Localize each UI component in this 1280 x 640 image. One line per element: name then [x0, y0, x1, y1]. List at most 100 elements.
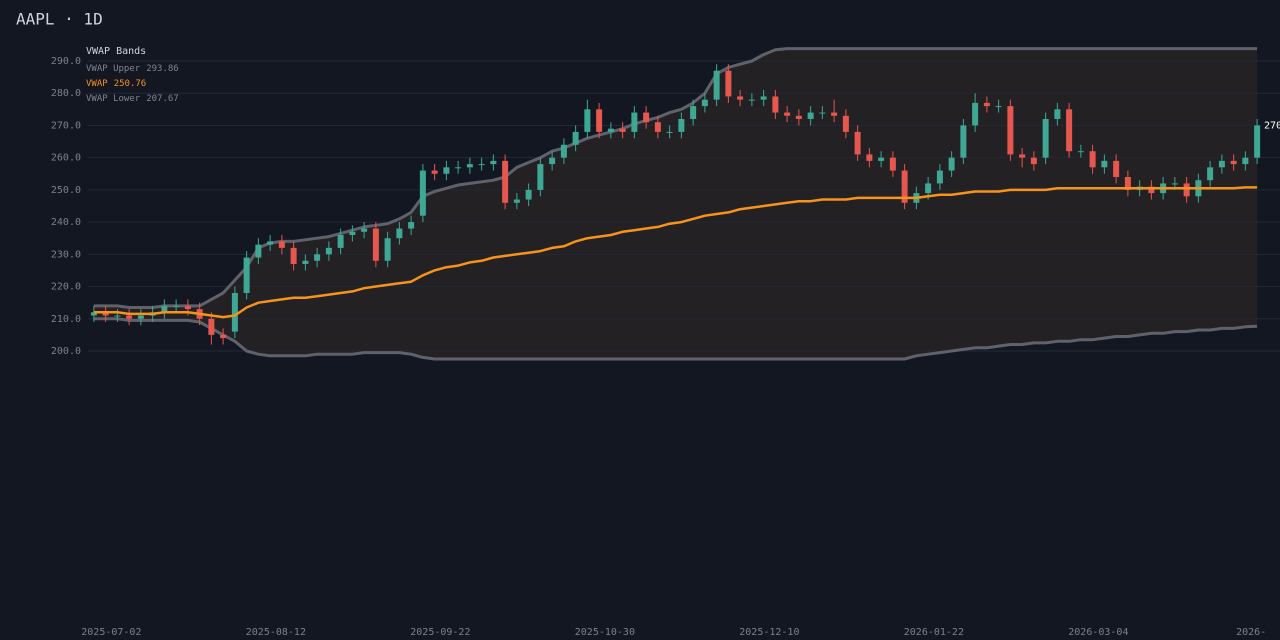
candle-body: [255, 244, 262, 258]
candle-body: [502, 160, 509, 203]
candle-body: [1124, 176, 1131, 190]
line-series: [93, 186, 1258, 319]
x-tick-label: 2026-03-04: [1068, 627, 1128, 638]
x-tick-label: 2025-12-10: [739, 627, 799, 638]
candle-body: [878, 157, 885, 161]
candle-body: [513, 199, 520, 203]
candle-body: [690, 106, 697, 119]
candle-body: [901, 170, 908, 203]
y-tick-label: 230.0: [51, 249, 81, 260]
candle-body: [1242, 157, 1249, 165]
candle-body: [431, 170, 438, 174]
candle-body: [161, 305, 168, 313]
x-tick-label: 2026-01-22: [904, 627, 964, 638]
candle-body: [173, 305, 180, 307]
y-tick-label: 200.0: [51, 346, 81, 357]
y-tick-label: 270.0: [51, 120, 81, 131]
candle-body: [1101, 160, 1108, 168]
candle-body: [1007, 106, 1014, 155]
candle-body: [831, 112, 838, 116]
candle-body: [1230, 160, 1237, 165]
x-tick-label: 2025-07-02: [81, 627, 141, 638]
candle-body: [972, 102, 979, 126]
candle-body: [701, 99, 708, 107]
legend-name: VWAP: [86, 79, 108, 89]
candle-body: [478, 164, 485, 166]
legend-name: VWAP Upper: [86, 64, 141, 74]
legend-value: 207.67: [146, 94, 179, 104]
y-tick-label: 210.0: [51, 314, 81, 325]
candle-body: [854, 131, 861, 155]
candle-body: [349, 231, 356, 235]
legend-value: 250.76: [114, 79, 147, 89]
y-tick-label: 280.0: [51, 88, 81, 99]
candle-body: [126, 315, 133, 319]
candle-body: [408, 222, 415, 229]
candle-body: [713, 70, 720, 100]
line-series: [93, 317, 1258, 361]
candle-body: [607, 128, 614, 132]
legend-title: VWAP Bands: [86, 46, 146, 57]
candle-body: [290, 247, 297, 264]
candle-body: [619, 128, 626, 132]
legend: VWAP Upper 293.86 VWAP 250.76 VWAP Lower 207.…: [86, 64, 179, 104]
candle-body: [1113, 160, 1120, 177]
candle-body: [114, 315, 121, 317]
candle-body: [302, 260, 309, 264]
candle-body: [584, 109, 591, 132]
candle-body: [137, 315, 144, 319]
legend-entry: VWAP Upper 293.86: [86, 64, 179, 74]
candle-body: [748, 99, 755, 101]
candle-body: [1019, 154, 1026, 158]
candle-body: [1054, 109, 1061, 119]
candle-body: [1030, 157, 1037, 165]
candle-body: [925, 183, 932, 194]
candle-body: [795, 115, 802, 119]
candle-body: [184, 305, 191, 310]
candle-body: [737, 96, 744, 100]
candle-body: [1218, 160, 1225, 168]
candle-body: [549, 157, 556, 165]
candle-body: [1171, 183, 1178, 185]
candle-body: [455, 167, 462, 169]
legend-entry: VWAP 250.76: [86, 79, 146, 89]
candle-body: [102, 312, 109, 316]
line-series: [93, 47, 1258, 309]
candle-body: [90, 312, 97, 316]
candle-body: [842, 115, 849, 132]
y-tick-label: 240.0: [51, 217, 81, 228]
y-tick-label: 220.0: [51, 282, 81, 293]
candle-body: [243, 257, 250, 293]
candle-body: [1077, 151, 1084, 153]
candle-body: [560, 144, 567, 158]
candle-body: [208, 318, 215, 335]
candle-body: [889, 157, 896, 171]
legend-name: VWAP Lower: [86, 94, 141, 104]
candle-body: [983, 102, 990, 107]
legend-value: 293.86: [146, 64, 179, 74]
candle-body: [1089, 151, 1096, 168]
candle-body: [596, 109, 603, 132]
y-tick-label: 260.0: [51, 153, 81, 164]
candle-body: [807, 112, 814, 119]
candle-body: [231, 292, 238, 332]
candle-body: [948, 157, 955, 171]
candle-body: [443, 167, 450, 174]
candle-body: [866, 154, 873, 161]
candle-body: [372, 228, 379, 261]
candle-body: [666, 131, 673, 133]
candle-body: [631, 112, 638, 132]
candle-body: [936, 170, 943, 184]
candle-body: [784, 112, 791, 116]
candle-body: [1183, 183, 1190, 197]
candle-body: [725, 70, 732, 97]
candle-body: [678, 118, 685, 132]
candle-body: [337, 234, 344, 248]
candle-body: [995, 106, 1002, 108]
chart-title: AAPL · 1D: [16, 10, 103, 29]
y-tick-label: 250.0: [51, 185, 81, 196]
candle-body: [537, 164, 544, 190]
candle-body: [1207, 167, 1214, 181]
candle-body: [1042, 118, 1049, 158]
